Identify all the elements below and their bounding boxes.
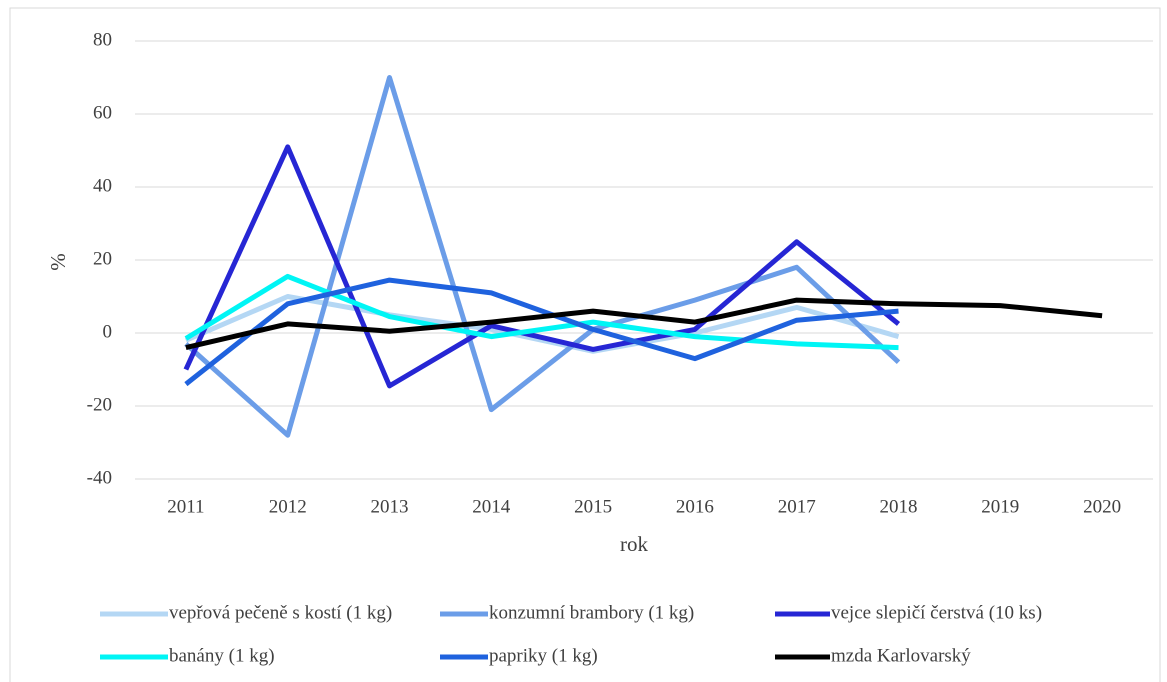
chart-frame bbox=[9, 7, 1161, 682]
legend-label: banány (1 kg) bbox=[169, 645, 275, 666]
legend-label: papriky (1 kg) bbox=[489, 645, 598, 666]
legend-label: mzda Karlovarský bbox=[831, 645, 971, 666]
legend-label: konzumní brambory (1 kg) bbox=[489, 602, 694, 623]
x-tick-label: 2012 bbox=[269, 496, 307, 517]
x-tick-label: 2020 bbox=[1083, 496, 1121, 517]
x-tick-label: 2018 bbox=[880, 496, 918, 517]
x-tick-label: 2019 bbox=[981, 496, 1019, 517]
legend-label: vejce slepičí čerstvá (10 ks) bbox=[831, 602, 1042, 623]
y-tick-label: 20 bbox=[93, 248, 112, 269]
y-tick-label: 0 bbox=[103, 321, 113, 342]
y-tick-label: 80 bbox=[93, 29, 112, 50]
y-axis-label: % bbox=[46, 253, 70, 271]
series-line bbox=[185, 297, 1103, 351]
series-line bbox=[183, 144, 901, 389]
series-line bbox=[184, 273, 899, 351]
x-tick-label: 2011 bbox=[167, 496, 204, 517]
x-axis-label: rok bbox=[620, 532, 648, 556]
x-tick-label: 2013 bbox=[371, 496, 409, 517]
series-line bbox=[184, 277, 899, 387]
x-tick-label: 2017 bbox=[778, 496, 816, 517]
x-tick-label: 2016 bbox=[676, 496, 714, 517]
y-tick-label: 60 bbox=[93, 102, 112, 123]
x-tick-label: 2015 bbox=[574, 496, 612, 517]
x-tick-label: 2014 bbox=[472, 496, 511, 517]
y-tick-label: 40 bbox=[93, 175, 112, 196]
legend-label: vepřová pečeně s kostí (1 kg) bbox=[169, 602, 392, 623]
y-tick-label: -40 bbox=[87, 467, 112, 488]
series-line bbox=[184, 75, 901, 438]
y-tick-label: -20 bbox=[87, 394, 112, 415]
